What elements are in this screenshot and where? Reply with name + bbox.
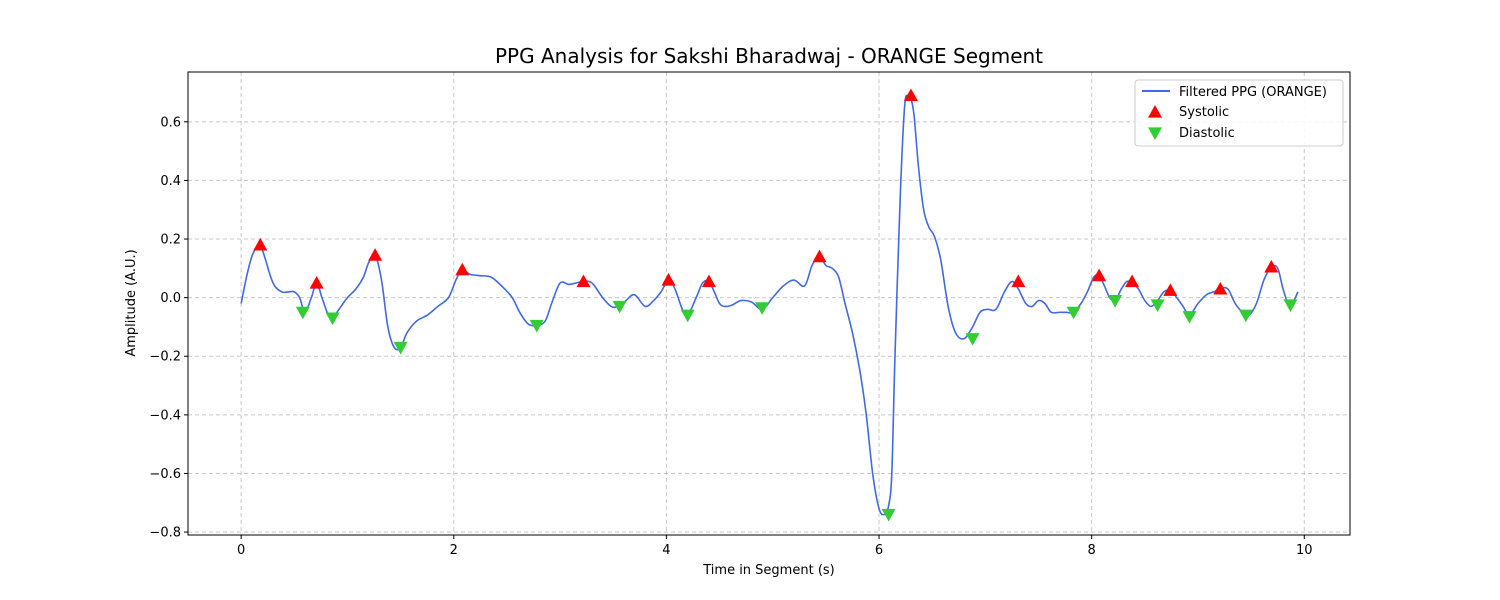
systolic-marker (903, 88, 918, 102)
systolic-marker (1125, 274, 1140, 288)
systolic-marker (309, 275, 324, 289)
x-tick-label: 6 (875, 543, 883, 558)
diastolic-marker (1238, 309, 1253, 323)
diastolic-marker (612, 300, 627, 314)
plot-area (240, 88, 1299, 522)
diastolic-marker (881, 508, 896, 522)
legend-label-filtered: Filtered PPG (ORANGE) (1179, 85, 1327, 100)
diastolic-marker (755, 302, 770, 315)
x-tick-label: 10 (1296, 543, 1313, 558)
y-tick-label: −0.6 (149, 467, 181, 482)
legend-box (1134, 79, 1344, 147)
diastolic-marker (1066, 306, 1081, 320)
systolic-marker (701, 274, 716, 288)
y-tick-label: −0.8 (149, 526, 181, 541)
diastolic-marker (1108, 294, 1123, 308)
diastolic-marker (680, 309, 695, 323)
y-tick-label: −0.2 (149, 350, 181, 365)
diastolic-marker (529, 319, 544, 333)
chart-title: PPG Analysis for Sakshi Bharadwaj - ORAN… (495, 44, 1043, 68)
axes-frame (187, 71, 1351, 536)
systolic-marker (1163, 283, 1178, 296)
systolic-marker (1092, 268, 1107, 282)
x-tick-label: 4 (662, 543, 670, 558)
systolic-marker (576, 274, 591, 288)
legend-label-diastolic: Diastolic (1179, 126, 1235, 141)
y-tick-label: 0.6 (160, 115, 181, 130)
ppg-signal-line (240, 94, 1299, 516)
diastolic-marker (1150, 299, 1165, 312)
diastolic-marker (1283, 299, 1298, 312)
diastolic-marker (1182, 311, 1197, 324)
x-tick-label: 8 (1088, 543, 1096, 558)
legend-label-systolic: Systolic (1179, 105, 1229, 120)
systolic-marker (253, 237, 268, 251)
systolic-marker (455, 262, 470, 276)
y-tick-label: −0.4 (149, 408, 181, 423)
y-axis-label: Amplitude (A.U.) (124, 249, 139, 356)
systolic-marker (1213, 281, 1228, 295)
diastolic-marker (393, 341, 408, 355)
systolic-marker (1264, 259, 1279, 273)
x-tick-label: 0 (237, 543, 245, 558)
diastolic-marker (325, 312, 340, 326)
y-tick-label: 0.0 (160, 291, 181, 306)
systolic-marker (812, 249, 827, 263)
y-tick-label: 0.2 (160, 233, 181, 248)
x-axis-label: Time in Segment (s) (702, 563, 834, 578)
y-tick-label: 0.4 (160, 174, 181, 189)
systolic-marker (661, 273, 676, 286)
x-tick-label: 2 (450, 543, 458, 558)
systolic-marker (1011, 274, 1026, 288)
diastolic-marker (965, 333, 980, 346)
legend: Filtered PPG (ORANGE) Systolic Diastolic (1134, 79, 1344, 147)
diastolic-marker (295, 306, 310, 320)
systolic-marker (368, 248, 383, 261)
ticks: 0 2 4 6 8 10 −0.8 −0.6 −0.4 −0.2 0.0 0.2 0.4 0.6 (149, 115, 1312, 558)
legend-diastolic-marker (1148, 127, 1162, 140)
legend-systolic-marker (1148, 105, 1162, 118)
